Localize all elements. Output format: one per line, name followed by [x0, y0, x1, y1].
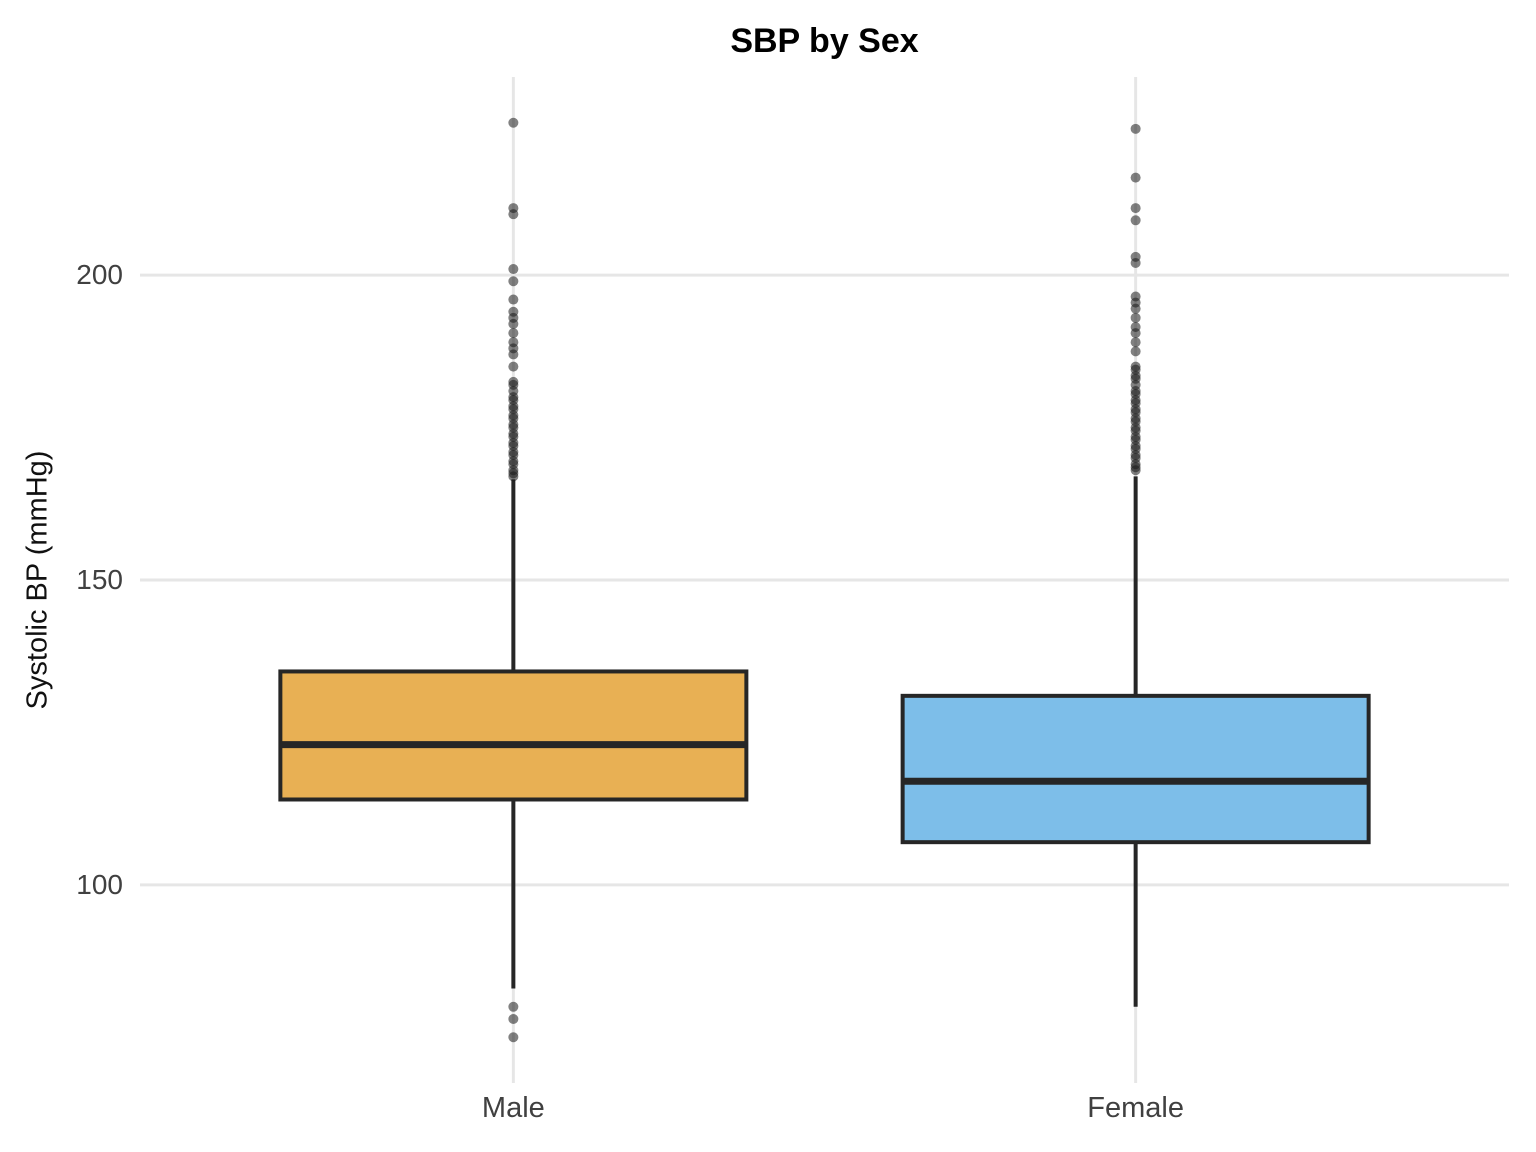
y-tick-label-150: 150: [76, 564, 123, 595]
male-outlier-dot: [508, 264, 519, 275]
female-outlier-dot: [1130, 303, 1141, 314]
male-outlier-dot: [508, 328, 519, 339]
female-outlier-dot: [1130, 328, 1141, 339]
male-box: [278, 669, 749, 802]
male-outlier-dot: [508, 318, 519, 329]
male-outlier-dot: [508, 209, 519, 220]
x-tick-label-female: Female: [1087, 1092, 1184, 1124]
male-outlier-dot: [508, 276, 519, 287]
male-outlier-dot: [508, 1013, 519, 1024]
y-tick-label-200: 200: [76, 259, 123, 291]
male-outlier-dot: [508, 349, 519, 360]
female-outlier-dot: [1130, 312, 1141, 323]
female-outlier-dot: [1130, 123, 1141, 134]
male-outlier-dot: [508, 1032, 519, 1043]
male-outlier-dot: [508, 294, 519, 305]
male-outlier-dot: [508, 1001, 519, 1012]
female-outlier-dot: [1130, 203, 1141, 214]
female-box: [900, 693, 1371, 845]
x-tick-label-male: Male: [481, 1092, 545, 1124]
female-outlier-dot: [1130, 257, 1141, 268]
chart-title: SBP by Sex: [730, 22, 919, 60]
female-outlier-dot: [1130, 465, 1141, 476]
male-outlier-dot: [508, 361, 519, 372]
female-outlier-dot: [1130, 215, 1141, 226]
female-outlier-dot: [1130, 172, 1141, 183]
male-outlier-dot: [508, 117, 519, 128]
female-outlier-dot: [1130, 337, 1141, 348]
female-outlier-dot: [1130, 346, 1141, 357]
y-tick-label-100: 100: [76, 868, 123, 900]
male-outlier-dot: [508, 471, 519, 482]
